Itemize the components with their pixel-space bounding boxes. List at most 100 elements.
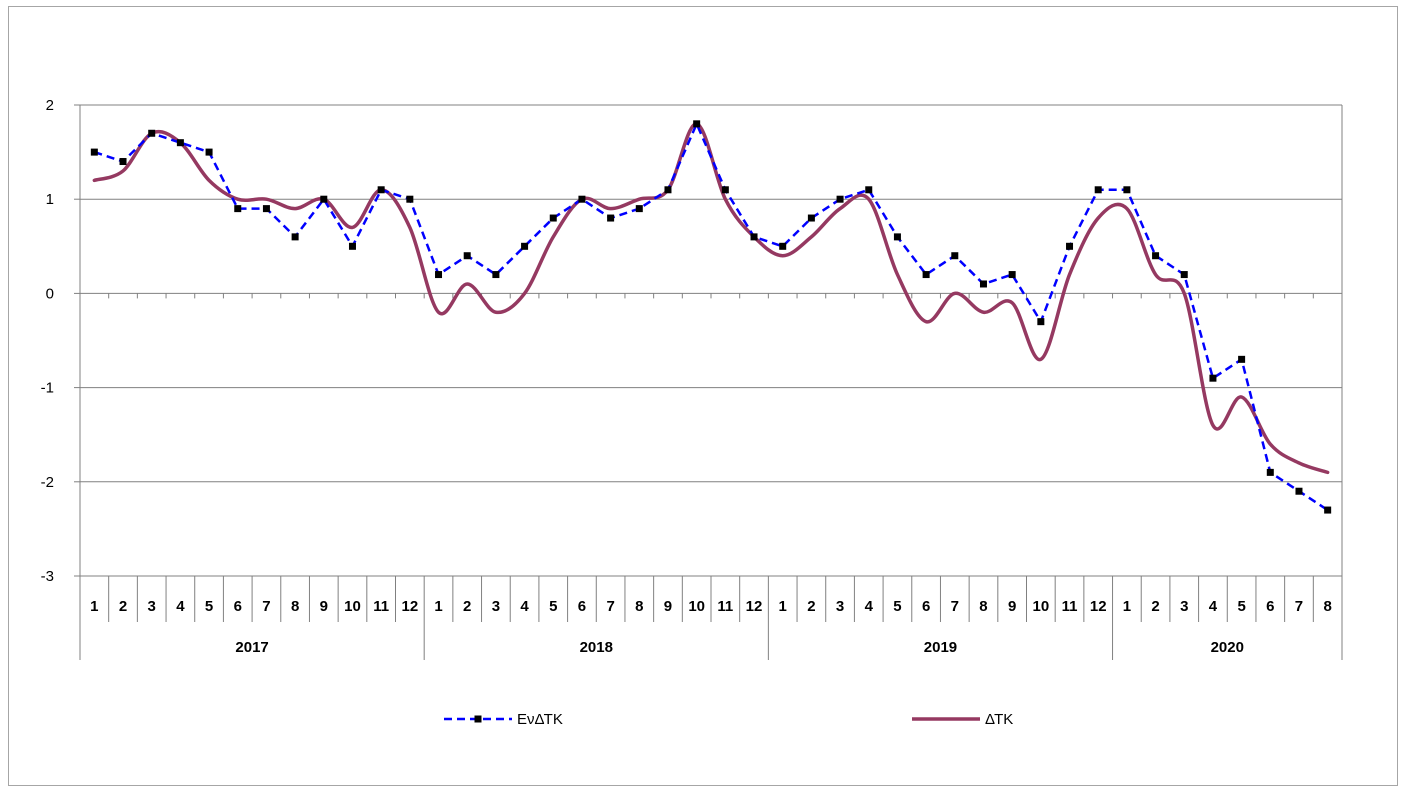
x-tick-label-month: 1 — [1123, 598, 1131, 615]
data-point-evdtk — [1180, 271, 1188, 279]
data-point-evdtk — [979, 280, 987, 288]
x-tick-label-month: 4 — [176, 598, 185, 615]
x-tick-label-month: 3 — [1180, 598, 1188, 615]
x-tick-label-month: 8 — [1323, 598, 1331, 615]
x-tick-label-month: 5 — [549, 598, 557, 615]
data-point-evdtk — [90, 148, 98, 156]
x-tick-label-month: 11 — [1062, 598, 1078, 615]
data-point-evdtk — [148, 129, 156, 137]
x-tick-label-month: 10 — [688, 598, 705, 615]
data-point-evdtk — [176, 139, 184, 147]
x-tick-label-month: 9 — [1008, 598, 1016, 615]
data-point-evdtk — [377, 186, 385, 194]
x-tick-label-month: 5 — [893, 598, 901, 615]
y-tick-label: 1 — [46, 191, 54, 208]
x-tick-label-month: 12 — [1090, 598, 1107, 615]
data-point-evdtk — [348, 242, 356, 250]
data-point-evdtk — [205, 148, 213, 156]
x-tick-label-month: 2 — [463, 598, 471, 615]
data-point-evdtk — [1037, 318, 1045, 326]
legend-marker-evdtk — [474, 715, 482, 723]
x-tick-label-month: 7 — [951, 598, 959, 615]
x-tick-label-month: 6 — [922, 598, 930, 615]
x-tick-label-month: 4 — [865, 598, 874, 615]
data-point-evdtk — [779, 242, 787, 250]
data-point-evdtk — [693, 120, 701, 128]
data-point-evdtk — [320, 195, 328, 203]
y-tick-label: -2 — [41, 474, 54, 491]
data-point-evdtk — [1238, 355, 1246, 363]
x-tick-label-month: 8 — [635, 598, 643, 615]
x-tick-label-month: 2 — [807, 598, 815, 615]
x-tick-label-month: 11 — [717, 598, 733, 615]
legend-label-evdtk: ΕνΔΤΚ — [517, 711, 563, 728]
grid-lines — [80, 104, 1343, 577]
x-tick-label-month: 6 — [1266, 598, 1274, 615]
data-point-evdtk — [1266, 468, 1274, 476]
x-tick-label-month: 9 — [664, 598, 672, 615]
data-point-evdtk — [549, 214, 557, 222]
data-point-evdtk — [836, 195, 844, 203]
data-point-evdtk — [807, 214, 815, 222]
x-tick-label-month: 12 — [746, 598, 763, 615]
data-point-evdtk — [406, 195, 414, 203]
data-point-evdtk — [951, 252, 959, 260]
y-tick-label: 0 — [46, 285, 54, 302]
data-point-evdtk — [865, 186, 873, 194]
data-point-evdtk — [234, 205, 242, 213]
x-tick-label-month: 3 — [148, 598, 156, 615]
data-point-evdtk — [1295, 487, 1303, 495]
x-tick-label-month: 6 — [234, 598, 242, 615]
x-tick-label-year: 2017 — [235, 639, 268, 656]
series-layer — [90, 120, 1332, 514]
x-tick-label-month: 8 — [979, 598, 987, 615]
data-point-evdtk — [1123, 186, 1131, 194]
data-point-evdtk — [1152, 252, 1160, 260]
data-point-evdtk — [435, 271, 443, 279]
x-tick-label-month: 4 — [520, 598, 529, 615]
data-point-evdtk — [893, 233, 901, 241]
data-point-evdtk — [664, 186, 672, 194]
series-line-evdtk — [93, 120, 1329, 512]
y-tick-label: -1 — [41, 380, 54, 397]
series-line-dtk — [92, 122, 1330, 475]
x-tick-label-month: 9 — [320, 598, 328, 615]
x-tick-label-month: 2 — [1151, 598, 1159, 615]
data-point-evdtk — [750, 233, 758, 241]
x-tick-label-month: 3 — [492, 598, 500, 615]
x-tick-label-month: 6 — [578, 598, 586, 615]
y-tick-label: -3 — [41, 568, 54, 585]
data-point-evdtk — [635, 205, 643, 213]
x-tick-label-year: 2019 — [924, 639, 957, 656]
x-tick-label-month: 1 — [90, 598, 98, 615]
data-point-evdtk — [1324, 506, 1332, 514]
data-point-evdtk — [492, 271, 500, 279]
legend: ΕνΔΤΚ ΔΤΚ — [444, 711, 1013, 728]
x-tick-label-month: 10 — [344, 598, 361, 615]
x-tick-label-month: 11 — [373, 598, 389, 615]
data-point-evdtk — [119, 158, 127, 166]
x-tick-label-month: 2 — [119, 598, 127, 615]
data-point-evdtk — [1209, 374, 1217, 382]
x-tick-label-month: 3 — [836, 598, 844, 615]
data-point-evdtk — [262, 205, 270, 213]
x-tick-label-month: 1 — [779, 598, 787, 615]
x-tick-label-month: 8 — [291, 598, 299, 615]
data-point-evdtk — [291, 233, 299, 241]
data-point-evdtk — [463, 252, 471, 260]
x-tick-label-year: 2018 — [580, 639, 613, 656]
x-tick-label-month: 5 — [1237, 598, 1245, 615]
x-tick-label-month: 4 — [1209, 598, 1218, 615]
data-point-evdtk — [521, 242, 529, 250]
data-point-evdtk — [1094, 186, 1102, 194]
x-tick-label-month: 1 — [434, 598, 442, 615]
x-tick-label-month: 12 — [401, 598, 418, 615]
x-tick-label-year: 2020 — [1211, 639, 1244, 656]
data-point-evdtk — [922, 271, 930, 279]
data-point-evdtk — [607, 214, 615, 222]
x-tick-label-month: 7 — [606, 598, 614, 615]
x-tick-label-month: 10 — [1032, 598, 1049, 615]
x-tick-label-month: 7 — [1295, 598, 1303, 615]
